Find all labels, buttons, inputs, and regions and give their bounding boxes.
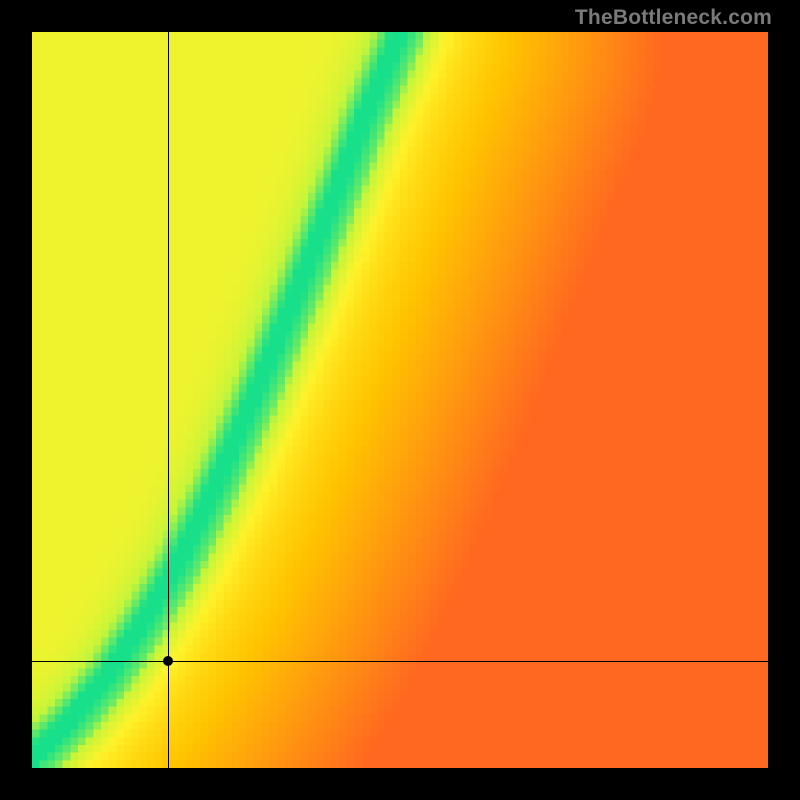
watermark-text: TheBottleneck.com (575, 6, 772, 30)
chart-container: TheBottleneck.com (0, 0, 800, 800)
heatmap-canvas (32, 32, 768, 768)
crosshair-horizontal (32, 661, 768, 662)
crosshair-point (163, 656, 173, 666)
